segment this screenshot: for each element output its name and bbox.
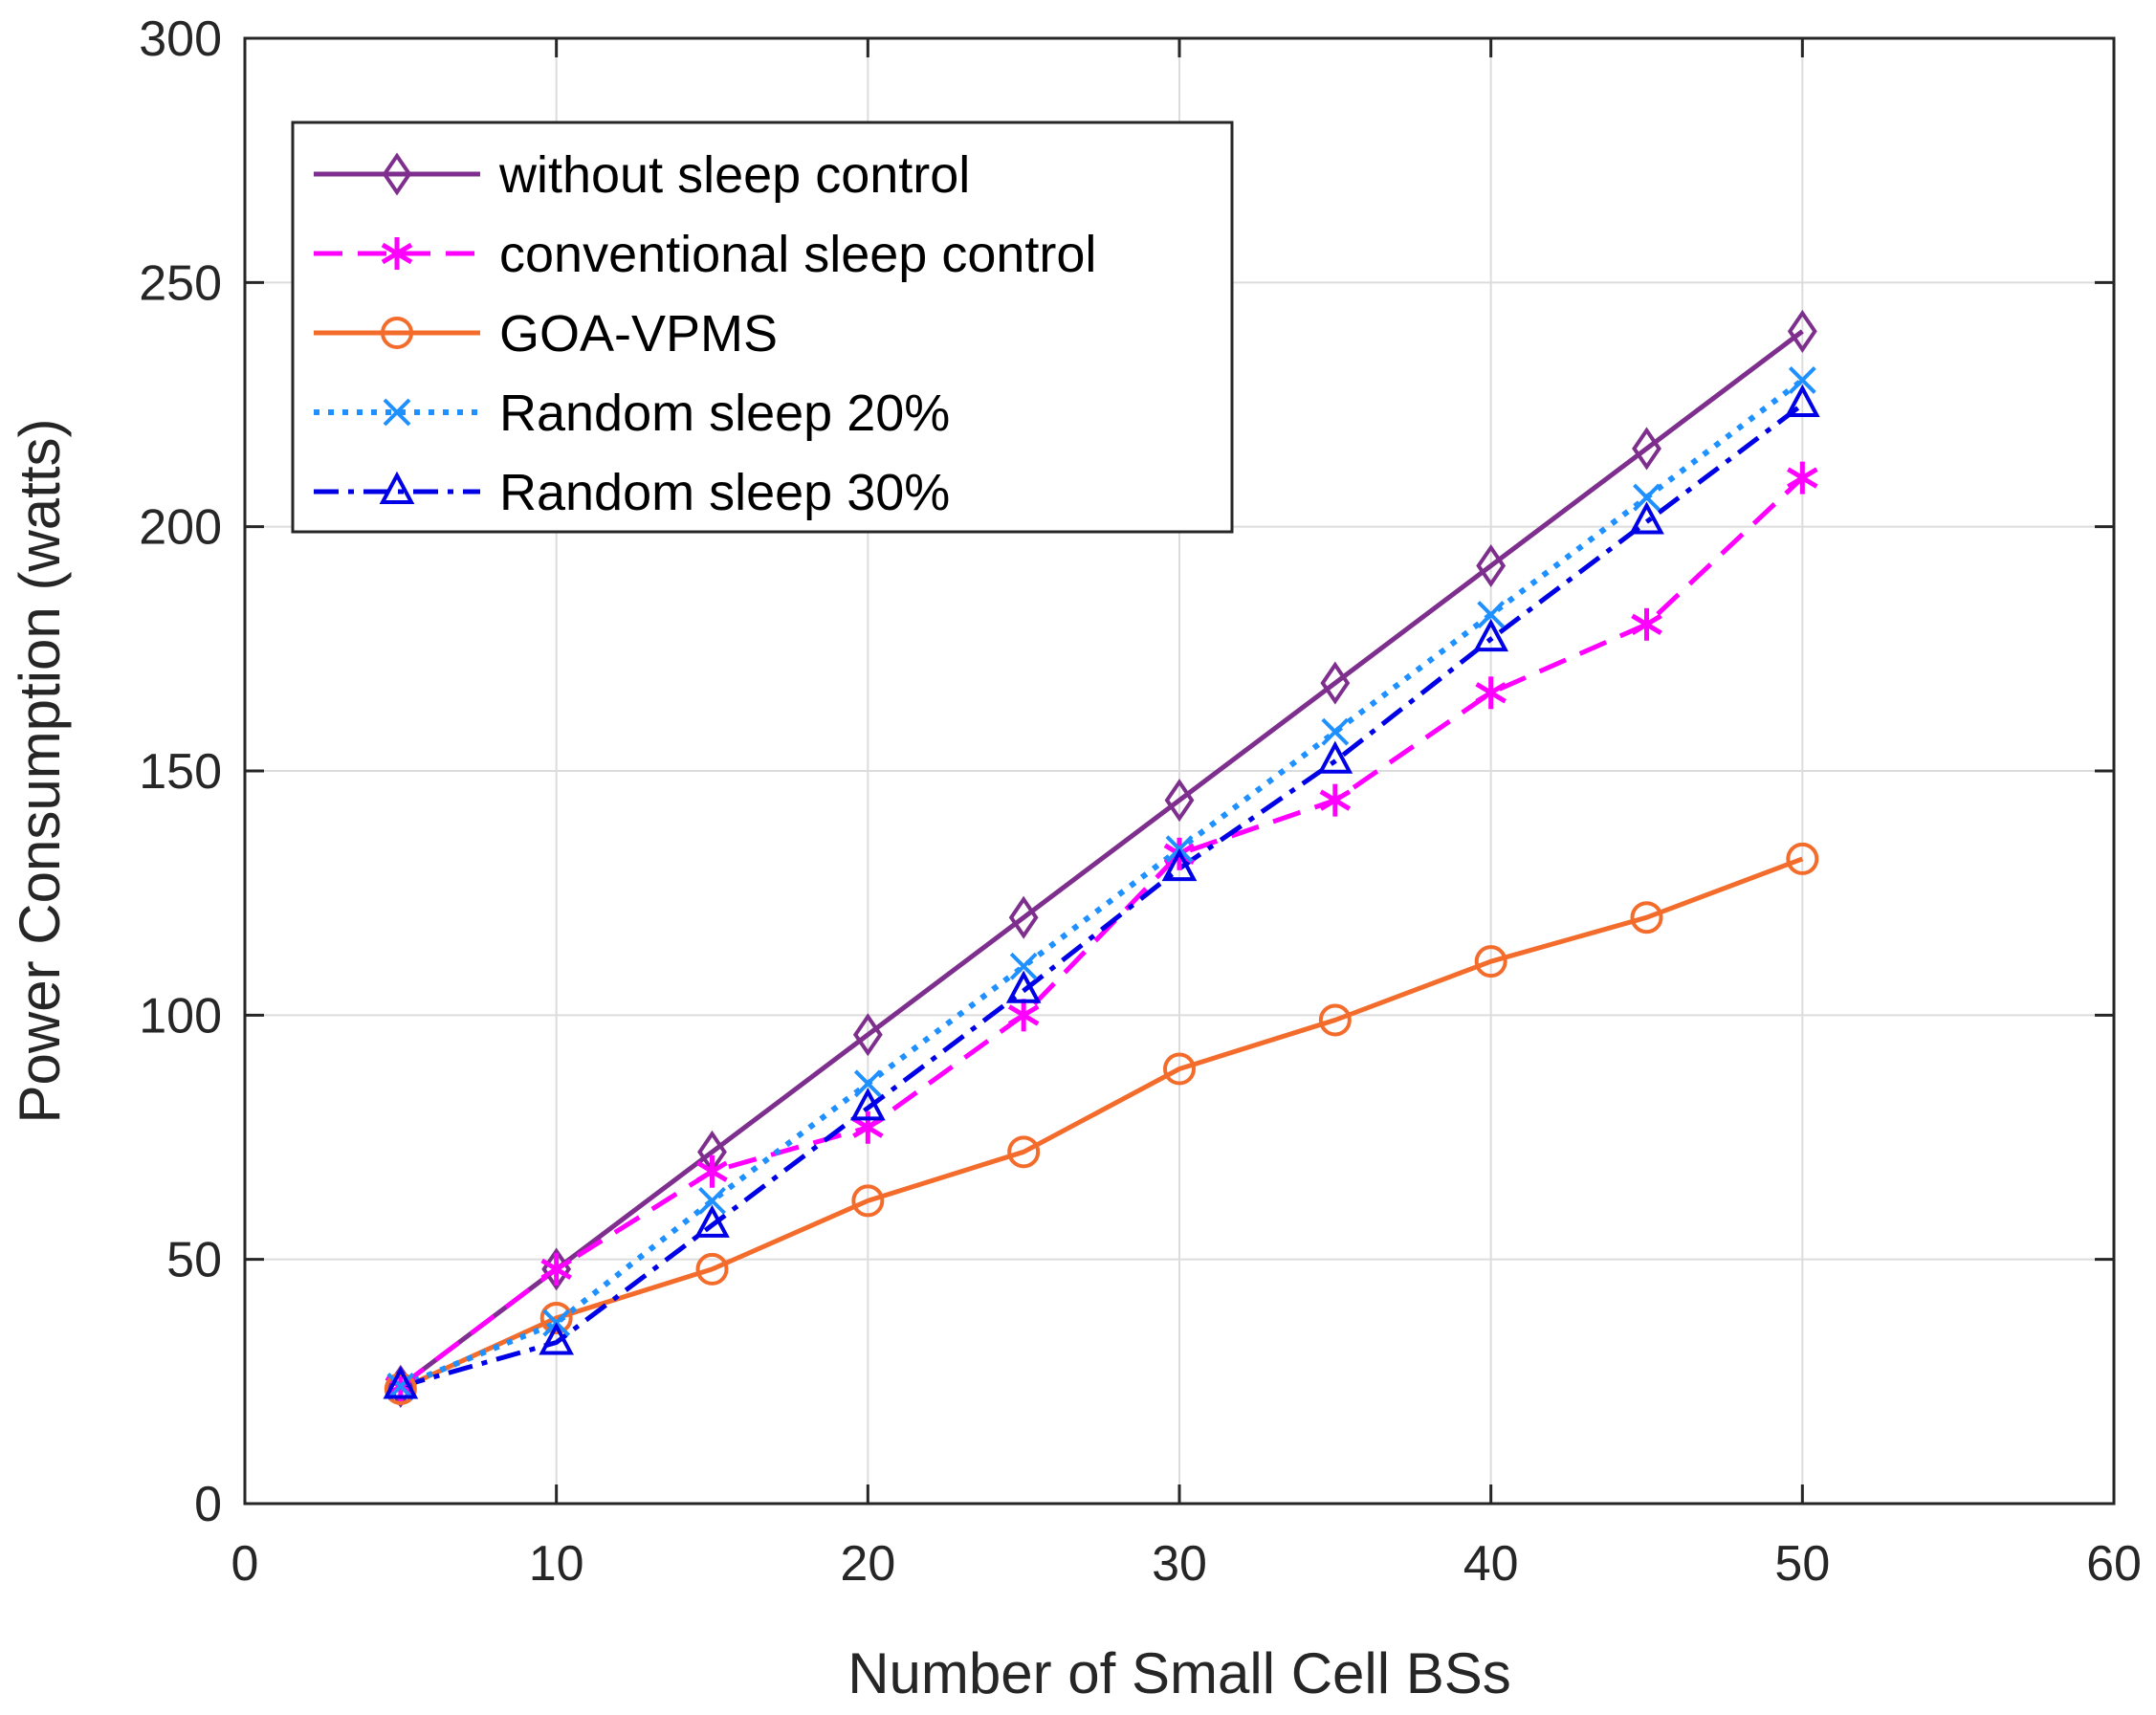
- legend: without sleep control conventional sleep …: [291, 121, 1234, 534]
- data-point-random-sleep-20: [1321, 717, 1350, 746]
- series-line-conventional-sleep-control: [399, 475, 1805, 1389]
- x-tick-label: 10: [529, 1536, 584, 1592]
- x-tick-label: 30: [1152, 1536, 1207, 1592]
- data-point-random-sleep-20: [1633, 483, 1661, 512]
- data-point-conventional-sleep-control: [540, 1252, 572, 1286]
- data-point-goa-vpms: [384, 1372, 417, 1405]
- legend-marker-goa-vpms: [381, 317, 413, 349]
- series-line-goa-vpms: [399, 856, 1804, 1392]
- series-line-random-sleep-30: [400, 403, 1804, 1389]
- data-point-conventional-sleep-control: [1631, 607, 1662, 641]
- data-point-goa-vpms: [1163, 1052, 1196, 1086]
- data-point-goa-vpms: [1630, 901, 1663, 934]
- x-tick-label: 40: [1463, 1536, 1519, 1592]
- legend-marker-conventional-sleep-control: [381, 237, 413, 270]
- y-tick-label: 300: [139, 11, 222, 67]
- y-tick-label: 250: [139, 255, 222, 311]
- data-point-goa-vpms: [1474, 945, 1507, 978]
- legend-box: [291, 121, 1234, 534]
- axis-ticks: 0 10 20 30 40 50 60 0 50 100 150 200 250 300: [139, 11, 2142, 1592]
- series-markers: [383, 309, 1820, 1408]
- data-point-random-sleep-30: [1473, 618, 1509, 652]
- y-tick-label: 50: [166, 1233, 222, 1288]
- legend-marker-random-sleep-30: [379, 471, 415, 504]
- data-point-goa-vpms: [1007, 1135, 1041, 1169]
- data-point-random-sleep-20: [1477, 601, 1506, 629]
- data-point-random-sleep-30: [539, 1322, 575, 1355]
- data-point-random-sleep-20: [853, 1069, 882, 1098]
- data-point-random-sleep-20: [1788, 366, 1816, 394]
- series-line-without-sleep-control: [399, 329, 1804, 1389]
- legend-label-without-sleep-control: without sleep control: [498, 146, 970, 204]
- data-point-conventional-sleep-control: [1787, 461, 1818, 495]
- data-point-without-sleep-control: [1632, 427, 1661, 471]
- data-point-random-sleep-20: [698, 1186, 726, 1215]
- legend-label-random-sleep-20: Random sleep 20%: [499, 385, 950, 442]
- y-tick-label: 200: [139, 500, 222, 556]
- data-point-random-sleep-30: [383, 1366, 419, 1399]
- legend-label-conventional-sleep-control: conventional sleep control: [499, 226, 1096, 283]
- data-point-goa-vpms: [851, 1184, 885, 1218]
- x-tick-label: 60: [2086, 1536, 2142, 1592]
- data-point-conventional-sleep-control: [1007, 999, 1040, 1032]
- x-tick-label: 50: [1774, 1536, 1830, 1592]
- x-tick-label: 0: [231, 1536, 259, 1592]
- y-tick-label: 100: [139, 988, 222, 1044]
- data-point-without-sleep-control: [1476, 543, 1507, 588]
- data-point-without-sleep-control: [1164, 779, 1195, 823]
- data-point-conventional-sleep-control: [1319, 783, 1352, 817]
- series-lines: [399, 329, 1805, 1392]
- data-point-without-sleep-control: [852, 1013, 883, 1057]
- series-line-random-sleep-20: [399, 378, 1805, 1390]
- data-point-without-sleep-control: [1320, 661, 1351, 705]
- legend-marker-without-sleep-control: [382, 152, 412, 196]
- data-point-without-sleep-control: [1008, 895, 1039, 939]
- data-point-random-sleep-30: [849, 1088, 886, 1121]
- data-point-random-sleep-30: [694, 1204, 730, 1238]
- y-tick-label: 150: [139, 744, 222, 800]
- data-point-without-sleep-control: [1787, 309, 1817, 353]
- data-point-goa-vpms: [539, 1301, 573, 1334]
- data-point-random-sleep-20: [1009, 952, 1038, 980]
- legend-marker-random-sleep-20: [383, 398, 411, 427]
- data-point-goa-vpms: [1318, 1003, 1352, 1037]
- data-point-goa-vpms: [695, 1252, 729, 1286]
- y-axis-title: Power Consumption (watts): [8, 419, 72, 1124]
- x-axis-title: Number of Small Cell BSs: [847, 1641, 1511, 1705]
- data-point-random-sleep-30: [1784, 384, 1820, 417]
- data-point-random-sleep-30: [1005, 970, 1042, 1003]
- data-point-random-sleep-20: [386, 1373, 415, 1400]
- data-point-random-sleep-30: [1629, 501, 1664, 535]
- data-point-random-sleep-30: [1161, 847, 1198, 882]
- legend-label-goa-vpms: GOA-VPMS: [499, 305, 778, 363]
- data-point-goa-vpms: [1786, 842, 1819, 875]
- y-tick-label: 0: [194, 1477, 222, 1532]
- x-tick-label: 20: [840, 1536, 895, 1592]
- data-point-random-sleep-30: [1317, 740, 1353, 774]
- legend-label-random-sleep-30: Random sleep 30%: [499, 464, 950, 521]
- data-point-conventional-sleep-control: [696, 1154, 728, 1188]
- data-point-conventional-sleep-control: [1475, 676, 1507, 710]
